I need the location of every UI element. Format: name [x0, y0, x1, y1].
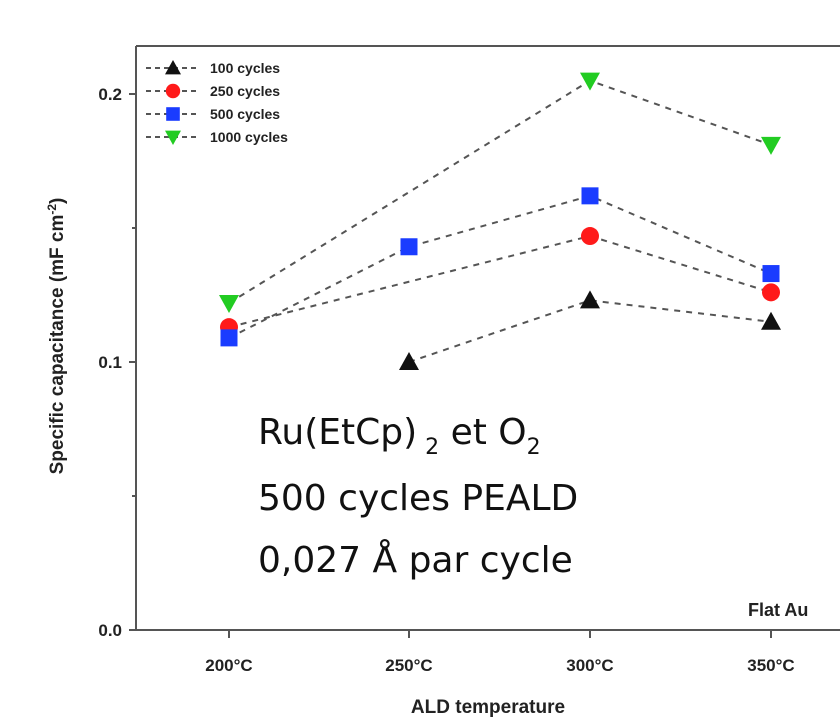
data-point	[219, 295, 239, 314]
x-tick-label: 250°C	[385, 656, 432, 675]
annotation-line-1-mid: et O	[439, 412, 527, 453]
y-tick-label: 0.0	[98, 621, 122, 640]
x-tick-label: 300°C	[566, 656, 613, 675]
legend-marker	[165, 83, 181, 99]
legend-marker	[166, 107, 180, 121]
series-lines	[228, 79, 772, 363]
data-point	[581, 187, 599, 205]
series-line	[228, 79, 772, 304]
y-tick-label: 0.2	[98, 85, 122, 104]
y-axis-title-close: )	[47, 198, 68, 204]
data-point	[220, 329, 238, 347]
series-line	[408, 299, 772, 363]
data-point	[581, 227, 599, 246]
legend: 100 cycles 250 cycles 500 cycles 1000 cycle…	[146, 60, 288, 145]
x-tick-label: 200°C	[205, 656, 252, 675]
y-axis-title: Specific capacitance (mF cm-2)	[45, 198, 68, 475]
series-line	[228, 194, 772, 339]
legend-marker	[165, 60, 181, 75]
data-points	[219, 72, 781, 370]
data-point	[400, 238, 418, 256]
x-axis-title: ALD temperature	[411, 697, 565, 718]
corner-label: Flat Au	[748, 600, 808, 620]
legend-label: 500 cycles	[210, 106, 280, 122]
annotation-line-2: 500 cycles PEALD	[258, 478, 578, 519]
series-line	[228, 235, 772, 329]
axis-ticks: 0.0 0.1 0.2 200°C 250°C 300°C 350°C	[98, 85, 794, 675]
annotation: Ru(EtCp) 2 et O2 500 cycles PEALD 0,027 Å…	[258, 412, 578, 581]
y-tick-label: 0.1	[98, 353, 122, 372]
data-point	[761, 311, 781, 330]
y-axis-title-main: Specific capacitance (mF cm	[47, 215, 68, 475]
x-tick-label: 350°C	[747, 656, 794, 675]
data-point	[399, 352, 419, 370]
annotation-line-1-sub: 2	[425, 435, 439, 460]
data-point	[761, 136, 781, 155]
legend-marker	[165, 130, 181, 145]
plot-frame	[135, 45, 840, 631]
annotation-line-1-main: Ru(EtCp)	[258, 412, 417, 453]
data-point	[580, 72, 600, 91]
data-point	[762, 265, 780, 283]
legend-label: 100 cycles	[210, 60, 280, 76]
data-point	[580, 290, 600, 309]
y-axis-title-sup: -2	[45, 204, 59, 215]
legend-label: 250 cycles	[210, 83, 280, 99]
annotation-line-1: Ru(EtCp) 2 et O2	[258, 412, 541, 460]
annotation-line-1-sub2: 2	[527, 435, 541, 460]
annotation-line-3: 0,027 Å par cycle	[258, 538, 573, 581]
legend-label: 1000 cycles	[210, 129, 288, 145]
data-point	[762, 283, 780, 302]
